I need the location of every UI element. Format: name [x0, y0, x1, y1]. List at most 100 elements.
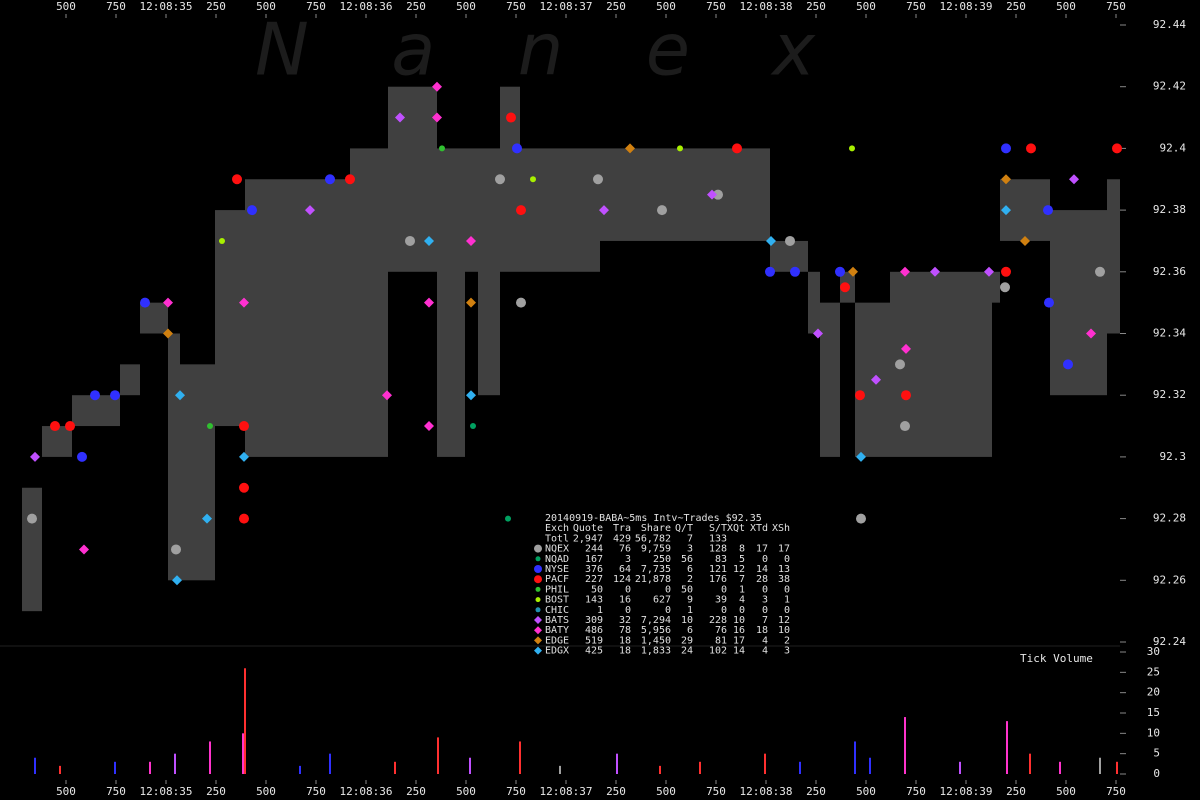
x-tick-label: 250	[606, 785, 626, 798]
row-label: BATS	[545, 615, 569, 626]
table-cell: 627	[653, 595, 671, 606]
x-tick-label: 500	[656, 785, 676, 798]
x-tick-label: 12:08:37	[540, 0, 593, 13]
table-cell: 29	[681, 635, 693, 646]
table-cell: 18	[619, 646, 631, 657]
table-cell: 1	[784, 595, 790, 606]
table-cell: 0	[665, 584, 671, 595]
table-cell: 0	[784, 554, 790, 565]
trade-marker	[901, 343, 911, 354]
table-cell: 309	[585, 615, 603, 626]
volume-bar	[959, 761, 961, 774]
trade-marker	[466, 390, 476, 401]
x-tick-label: 500	[456, 0, 476, 13]
trade-marker	[171, 544, 181, 555]
legend-symbol	[534, 575, 542, 584]
table-cell: 2,947	[573, 533, 603, 544]
quote-spread	[500, 86, 520, 272]
volume-label: Tick Volume	[1020, 652, 1093, 665]
volume-bar	[242, 733, 244, 774]
trade-marker	[163, 328, 173, 339]
trade-marker	[424, 235, 434, 246]
x-tick-label: 250	[806, 0, 826, 13]
y-tick-label: 92.44	[1153, 18, 1186, 31]
quote-spread	[600, 148, 770, 241]
row-label: NYSE	[545, 564, 569, 575]
trade-marker	[625, 143, 635, 154]
x-tick-label: 500	[856, 0, 876, 13]
trade-marker	[657, 205, 667, 216]
table-cell: 3	[784, 646, 790, 657]
stats-table: 20140919-BABA~5ms Intv~Trades $92.35Exch…	[534, 513, 790, 657]
x-tick-label: 12:08:36	[340, 785, 393, 798]
volume-bar	[174, 753, 176, 774]
trade-marker	[840, 282, 850, 293]
x-tick-label: 500	[56, 785, 76, 798]
trade-marker	[79, 544, 89, 555]
table-cell: 56	[681, 554, 693, 565]
y-tick-label: 92.24	[1153, 635, 1186, 648]
table-cell: 0	[784, 605, 790, 616]
trade-marker	[856, 513, 866, 524]
table-cell: 425	[585, 646, 603, 657]
trade-marker	[766, 235, 776, 246]
row-label: NQAD	[545, 554, 569, 565]
trade-marker	[439, 145, 445, 152]
volume-bar	[34, 757, 36, 774]
quote-spread	[1050, 210, 1107, 396]
volume-bar	[437, 737, 439, 774]
table-cell: 12	[778, 615, 790, 626]
table-cell: 17	[733, 635, 745, 646]
quote-spread	[437, 148, 465, 457]
column-header: Quote	[573, 523, 603, 534]
table-cell: 102	[709, 646, 727, 657]
legend-symbol	[534, 626, 542, 635]
table-cell: 176	[709, 574, 727, 585]
trade-marker	[325, 174, 335, 185]
volume-tick-label: 0	[1153, 767, 1160, 780]
trade-marker	[512, 143, 522, 154]
table-cell: 250	[653, 554, 671, 565]
x-tick-label: 750	[306, 0, 326, 13]
trade-marker	[835, 266, 845, 277]
quote-spread	[992, 271, 1000, 303]
table-cell: 24	[681, 646, 693, 657]
legend-symbol	[534, 646, 542, 655]
y-tick-label: 92.3	[1160, 450, 1187, 463]
trade-marker	[1001, 205, 1011, 216]
legend-symbol	[534, 565, 542, 573]
x-tick-label: 500	[56, 0, 76, 13]
x-tick-label: 500	[1056, 785, 1076, 798]
table-cell: 376	[585, 564, 603, 575]
spread-layer	[22, 86, 1120, 612]
column-header: XQt	[727, 523, 745, 534]
volume-bar	[299, 765, 301, 774]
volume-bar	[149, 761, 151, 774]
trade-marker	[1001, 174, 1011, 185]
table-cell: 7,735	[641, 564, 671, 575]
trade-marker	[713, 189, 723, 200]
volume-bar	[1029, 753, 1031, 774]
trade-marker	[395, 112, 405, 123]
trade-marker	[1044, 297, 1054, 308]
row-label: PHIL	[545, 584, 569, 595]
trade-marker	[900, 421, 910, 432]
x-tick-label: 750	[506, 0, 526, 13]
table-cell: 244	[585, 544, 603, 555]
x-tick-label: 12:08:39	[940, 785, 993, 798]
table-cell: 3	[687, 544, 693, 555]
x-tick-label: 500	[456, 785, 476, 798]
volume-tick-label: 25	[1147, 665, 1160, 678]
volume-bar	[616, 753, 618, 774]
x-tick-label: 12:08:38	[740, 0, 793, 13]
x-tick-label: 750	[106, 785, 126, 798]
table-cell: 1,450	[641, 635, 671, 646]
volume-tick-label: 15	[1147, 706, 1160, 719]
trade-marker	[530, 176, 536, 183]
x-tick-label: 12:08:37	[540, 785, 593, 798]
x-tick-label: 750	[706, 0, 726, 13]
volume-bar	[659, 765, 661, 774]
trade-marker	[1069, 174, 1079, 185]
quote-spread	[180, 364, 215, 581]
